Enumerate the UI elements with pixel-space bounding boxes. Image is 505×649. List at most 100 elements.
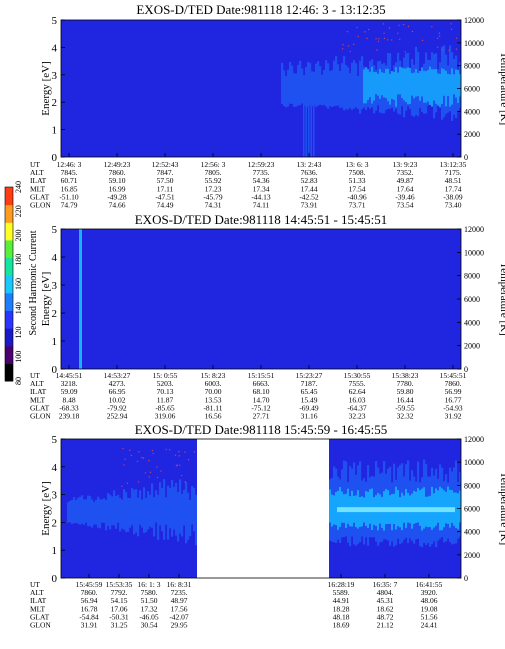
spectrogram-column [99,499,102,529]
spectrogram-column [145,497,148,533]
spectrogram-column [81,495,84,524]
spectrogram-core [423,70,426,103]
spectrogram-core [381,72,384,96]
table-cell: 73.54 [397,201,414,210]
spectrogram-dot [341,48,344,50]
colorbar-tick-label: 80 [14,377,23,385]
spectrogram-dot [144,472,147,474]
table-cell: 73.91 [301,201,318,210]
spectrogram-column [361,56,364,110]
y-tick-label: 4 [52,42,58,54]
table-cell: 16.85 [61,184,78,193]
spectrogram-dot [438,32,441,34]
spectrogram-column [109,494,112,530]
spectrogram-dot [178,450,180,453]
table-cell: 319.06 [155,412,176,421]
spectrogram-dot [377,40,380,43]
spectrogram-column [141,499,144,528]
table-row-label: UT [30,160,40,169]
spectrogram-core [397,72,400,95]
spectrogram-column [77,497,80,524]
spectrogram-dot [349,50,351,53]
table-cell: 3920. [421,588,438,597]
y-tick-label: 5 [52,224,58,236]
spectrogram-dot [411,30,414,33]
table-cell: 54.15 [111,596,128,605]
spectrogram-column [119,497,122,532]
spectrogram-dot [402,23,405,26]
table-cell: 7636. [301,168,318,177]
spectrogram-dot [383,32,385,35]
spectrogram-core [447,486,450,524]
spectrogram-core [335,491,338,526]
spectrogram-core [363,69,366,104]
table-cell: -42.52 [299,192,319,201]
table-cell: 59.10 [109,176,126,185]
spectrogram-column [103,498,106,523]
spectrogram-core [391,70,394,99]
table-row-label: UT [30,371,40,380]
spectrogram-column [171,479,174,537]
table-cell: 31.92 [445,412,462,421]
spectrogram-column [341,63,344,108]
spectrogram-column [131,488,134,526]
colorbar-tick-label: 220 [14,205,23,217]
y-tick-label: 3 [52,70,58,82]
spectrogram-dot [124,458,126,460]
table-cell: 16.78 [81,604,98,613]
table-cell: -59.55 [395,403,415,412]
colorbar-swatch [5,292,13,311]
spectrogram-dot [123,464,125,466]
spectrogram-column [183,489,186,526]
spectrogram-dot [141,456,143,459]
table-cell: 15:45:59 [76,580,103,589]
table-row-label: UT [30,580,40,589]
table-cell: 12:52:43 [152,160,179,169]
spectrogram-column [115,495,118,529]
spectrogram-dot [352,43,355,46]
spectrogram-peak [337,507,455,513]
spectrogram-core [331,494,334,527]
spectrogram-core [417,72,420,97]
table-cell: 11.87 [157,395,174,404]
spectrogram-column [187,492,190,540]
spectrogram-column [123,489,126,530]
table-cell: 14:53:27 [104,371,131,380]
table-row-label: MLT [30,184,46,193]
spectrogram-dot [438,35,441,37]
spectrogram-core [449,74,452,107]
spectrogram-column [287,69,290,107]
y-tick-label: 1 [52,125,58,137]
spectrogram-column [339,71,342,108]
table-cell: 73.40 [445,201,462,210]
table-row-label: ILAT [30,176,47,185]
spectrogram-column [295,73,298,107]
y-tick-label: 1 [52,545,58,557]
y2-tick-label: 8000 [464,62,480,71]
table-cell: 15:30:55 [344,371,371,380]
spectrogram-column [313,71,316,105]
y2-tick-label: 0 [464,365,468,374]
table-cell: 56.99 [445,387,462,396]
spectrogram-core [459,74,462,97]
spectrogram-dot [397,32,399,35]
spectrogram-column [107,493,110,526]
spectrogram-dot [178,464,181,466]
spectrogram-column [169,487,172,529]
spectrogram-core [439,73,442,108]
table-cell: 7780. [397,379,414,388]
table-cell: 48.97 [171,596,188,605]
table-cell: -50.31 [109,612,129,621]
y-tick-label: 5 [52,434,58,446]
table-cell: 32.23 [349,412,366,421]
spectrogram-column [167,485,170,540]
table-cell: 6003. [205,379,222,388]
spectrogram-column [163,479,166,540]
spectrogram-column [303,75,306,106]
table-cell: 17.54 [349,184,366,193]
spectrogram-column [121,499,124,529]
colorbar-swatch [5,310,13,329]
spectrogram-column [89,496,92,527]
spectrogram-column [71,499,74,525]
